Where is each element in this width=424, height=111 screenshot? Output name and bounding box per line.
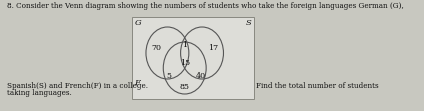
Text: 8. Consider the Venn diagram showing the numbers of students who take the foreig: 8. Consider the Venn diagram showing the… [7, 2, 403, 10]
Text: Spanish(S) and French(F) in a college.: Spanish(S) and French(F) in a college. [7, 82, 148, 90]
Text: G: G [134, 19, 141, 27]
Text: 5: 5 [167, 72, 172, 80]
Text: 1: 1 [182, 41, 187, 49]
Text: 15: 15 [180, 59, 190, 67]
Bar [132, 17, 254, 99]
Text: S: S [246, 19, 251, 27]
Text: Find the total number of students: Find the total number of students [256, 82, 378, 90]
Text: 17: 17 [208, 44, 218, 52]
Text: 70: 70 [152, 44, 162, 52]
Text: F: F [134, 79, 140, 87]
Text: 85: 85 [180, 83, 190, 91]
Text: taking languages.: taking languages. [7, 89, 71, 97]
Text: 40: 40 [195, 72, 206, 80]
